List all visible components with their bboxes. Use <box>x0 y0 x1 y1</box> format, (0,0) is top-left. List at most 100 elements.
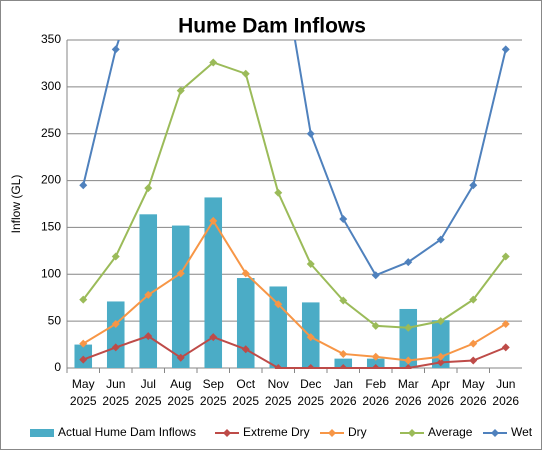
marker <box>176 86 185 95</box>
marker <box>436 317 445 326</box>
marker <box>404 356 413 365</box>
y-tick-label: 0 <box>54 360 61 374</box>
marker <box>469 181 478 190</box>
plot-area <box>74 40 510 369</box>
legend-label: Actual Hume Dam Inflows <box>58 425 196 439</box>
bar <box>171 225 190 368</box>
marker <box>274 300 283 309</box>
x-tick-label: May 2026 <box>459 377 487 408</box>
bar <box>334 358 353 368</box>
marker <box>501 319 510 328</box>
marker <box>241 269 250 278</box>
x-tick-label: Dec 2025 <box>297 377 325 408</box>
marker <box>176 353 185 362</box>
bar <box>204 197 223 368</box>
marker <box>79 339 88 348</box>
bar <box>269 286 288 368</box>
y-tick-label: 300 <box>41 79 61 93</box>
line <box>82 335 507 369</box>
line <box>82 61 507 329</box>
marker <box>339 349 348 358</box>
legend-label: Average <box>428 425 473 439</box>
bar <box>236 278 255 368</box>
marker <box>79 295 88 304</box>
y-tick-label: 200 <box>41 173 61 187</box>
marker <box>111 252 120 261</box>
marker <box>436 235 445 244</box>
marker <box>469 295 478 304</box>
marker <box>306 129 315 138</box>
x-tick-label: Mar 2026 <box>394 377 422 408</box>
legend-swatch <box>30 429 54 437</box>
marker <box>404 364 413 369</box>
x-tick-label: Jul 2025 <box>134 377 162 408</box>
marker <box>404 258 413 267</box>
marker <box>469 356 478 365</box>
marker <box>144 332 153 341</box>
bar <box>399 308 418 368</box>
marker <box>371 352 380 361</box>
legend-label: Extreme Dry <box>243 425 310 439</box>
marker <box>144 184 153 193</box>
marker <box>371 321 380 330</box>
marker <box>241 345 250 354</box>
legend-swatch <box>491 429 499 437</box>
legend-swatch <box>328 429 336 437</box>
marker <box>306 364 315 369</box>
x-tick-label: Jun 2025 <box>102 377 130 408</box>
marker <box>209 216 218 225</box>
marker <box>111 45 120 54</box>
marker <box>501 343 510 352</box>
x-tick-label: Jun 2026 <box>492 377 520 408</box>
marker <box>79 355 88 364</box>
x-tick-label: Oct 2025 <box>232 377 260 408</box>
legend-label: Wet <box>511 425 533 439</box>
marker <box>339 296 348 305</box>
y-tick-label: 150 <box>41 220 61 234</box>
marker <box>501 252 510 261</box>
marker <box>339 214 348 223</box>
x-tick-label: Nov 2025 <box>264 377 292 408</box>
marker <box>436 352 445 361</box>
x-tick-label: Feb 2026 <box>362 377 390 408</box>
x-tick-label: Jan 2026 <box>329 377 357 408</box>
marker <box>306 259 315 268</box>
marker <box>339 364 348 369</box>
y-tick-label: 100 <box>41 266 61 280</box>
legend-swatch <box>223 429 231 437</box>
x-tick-label: Sep 2025 <box>199 377 227 408</box>
marker <box>209 58 218 67</box>
marker <box>371 364 380 369</box>
marker <box>469 339 478 348</box>
line <box>82 218 507 362</box>
marker <box>404 323 413 332</box>
line <box>82 40 507 277</box>
legend-label: Dry <box>348 425 367 439</box>
y-tick-label: 350 <box>41 32 61 46</box>
marker <box>274 364 283 369</box>
marker <box>79 181 88 190</box>
bar <box>106 301 125 368</box>
marker <box>111 319 120 328</box>
x-tick-label: Aug 2025 <box>167 377 195 408</box>
marker <box>241 69 250 78</box>
legend-swatch <box>408 429 416 437</box>
x-tick-label: Apr 2026 <box>427 377 455 408</box>
marker <box>209 333 218 342</box>
y-tick-label: 50 <box>48 313 62 327</box>
marker <box>436 358 445 367</box>
marker <box>111 343 120 352</box>
x-tick-label: May 2025 <box>69 377 97 408</box>
y-tick-label: 250 <box>41 126 61 140</box>
marker <box>176 269 185 278</box>
marker <box>501 45 510 54</box>
marker <box>274 188 283 197</box>
bar <box>366 358 385 368</box>
y-axis-label: Inflow (GL) <box>9 175 23 234</box>
marker <box>371 271 380 280</box>
marker <box>306 333 315 342</box>
chart-title: Hume Dam Inflows <box>178 15 366 38</box>
